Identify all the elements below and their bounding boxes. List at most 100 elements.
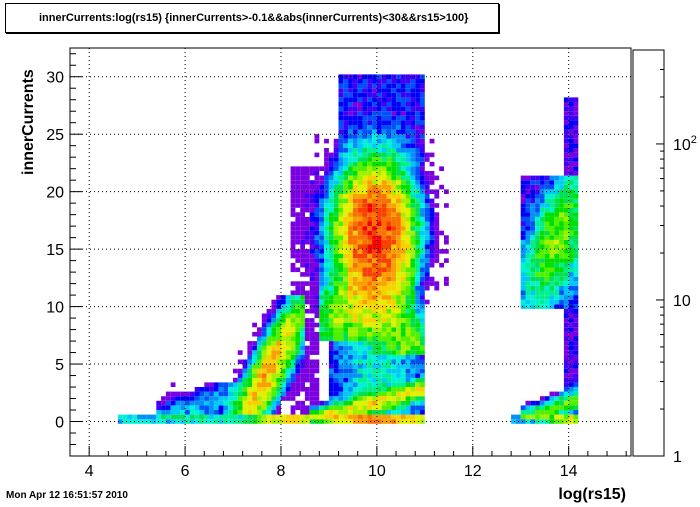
heatmap-cell	[352, 382, 358, 387]
heatmap-cell	[535, 180, 540, 185]
heatmap-cell	[257, 359, 262, 365]
heatmap-cell	[405, 125, 411, 130]
heatmap-cell	[357, 414, 363, 420]
heatmap-cell	[386, 88, 392, 93]
heatmap-cell	[381, 74, 387, 79]
heatmap-cell	[357, 184, 363, 190]
plot-frame	[69, 47, 632, 457]
heatmap-cell	[372, 308, 377, 314]
heatmap-cell	[343, 359, 349, 365]
heatmap-cell	[410, 115, 416, 121]
heatmap-cell	[367, 299, 373, 305]
heatmap-cell	[242, 377, 248, 383]
heatmap-cell	[266, 373, 272, 378]
heatmap-cell	[415, 322, 420, 328]
heatmap-cell	[386, 373, 392, 378]
heatmap-cell	[391, 148, 397, 153]
heatmap-cell	[573, 405, 579, 410]
heatmap-cell	[237, 373, 243, 378]
heatmap-cell	[381, 221, 387, 227]
heatmap-cell	[338, 308, 344, 314]
heatmap-cell	[391, 120, 397, 125]
x-axis: 4 6 8 10 12 14	[69, 446, 627, 480]
heatmap-cell	[559, 189, 564, 194]
heatmap-cell	[420, 166, 425, 171]
heatmap-cell	[563, 285, 569, 291]
heatmap-cell	[544, 258, 550, 263]
heatmap-cell	[410, 400, 416, 406]
heatmap-cell	[343, 295, 349, 300]
heatmap-cell	[209, 419, 214, 424]
heatmap-cell	[376, 391, 382, 397]
heatmap-cell	[415, 281, 420, 286]
heatmap-cell	[209, 400, 214, 406]
heatmap-cell	[257, 327, 262, 332]
heatmap-cell	[314, 368, 320, 374]
heatmap-cell	[237, 350, 243, 355]
heatmap-cell	[549, 253, 555, 259]
heatmap-cell	[563, 166, 569, 171]
heatmap-cell	[352, 318, 358, 323]
heatmap-cell	[405, 88, 411, 93]
heatmap-cell	[348, 152, 353, 158]
heatmap-cell	[300, 299, 305, 305]
heatmap-cell	[295, 230, 301, 236]
heatmap-cell	[372, 290, 377, 296]
heatmap-cell	[573, 400, 579, 406]
heatmap-cell	[300, 285, 305, 291]
heatmap-cell	[554, 249, 560, 254]
heatmap-cell	[328, 341, 334, 346]
heatmap-cell	[328, 166, 334, 171]
heatmap-cell	[434, 216, 440, 222]
heatmap-cell	[252, 373, 257, 378]
heatmap-cell	[271, 396, 277, 401]
heatmap-cell	[396, 111, 401, 116]
heatmap-cell	[563, 391, 569, 397]
heatmap-cell	[405, 281, 411, 286]
heatmap-cell	[520, 258, 526, 263]
heatmap-cell	[525, 419, 531, 424]
heatmap-cell	[237, 410, 243, 415]
heatmap-cell	[424, 299, 430, 305]
heatmap-cell	[568, 281, 574, 286]
heatmap-cell	[391, 276, 397, 282]
heatmap-cell	[420, 194, 425, 199]
heatmap-cell	[295, 327, 301, 332]
heatmap-cell	[319, 281, 325, 286]
heatmap-cell	[372, 313, 377, 319]
heatmap-cell	[396, 83, 401, 89]
heatmap-cell	[328, 414, 334, 420]
heatmap-cell	[367, 212, 373, 217]
heatmap-cell	[223, 405, 229, 410]
heatmap-cell	[396, 373, 401, 378]
heatmap-cell	[357, 368, 363, 374]
heatmap-cell	[410, 373, 416, 378]
heatmap-cell	[400, 368, 406, 374]
heatmap-cell	[554, 419, 560, 424]
heatmap-cell	[309, 299, 315, 305]
heatmap-cell	[328, 239, 334, 245]
heatmap-cell	[367, 79, 373, 84]
heatmap-cell	[362, 253, 368, 259]
heatmap-cell	[348, 322, 353, 328]
heatmap-cell	[252, 396, 257, 401]
heatmap-cell	[420, 88, 425, 93]
heatmap-cell	[247, 396, 253, 401]
heatmap-cell	[396, 180, 401, 185]
heatmap-cell	[400, 262, 406, 268]
heatmap-cell	[400, 299, 406, 305]
heatmap-cell	[573, 341, 579, 346]
heatmap-cell	[213, 419, 219, 424]
heatmap-cell	[573, 166, 579, 171]
heatmap-cell	[362, 419, 368, 424]
heatmap-cell	[290, 203, 296, 208]
heatmap-cell	[257, 368, 262, 374]
heatmap-cell	[333, 327, 339, 332]
heatmap-cell	[266, 419, 272, 424]
heatmap-cell	[376, 313, 382, 319]
heatmap-cell	[304, 354, 310, 360]
heatmap-cell	[328, 295, 334, 300]
heatmap-cell	[352, 83, 358, 89]
heatmap-cell	[209, 396, 214, 401]
